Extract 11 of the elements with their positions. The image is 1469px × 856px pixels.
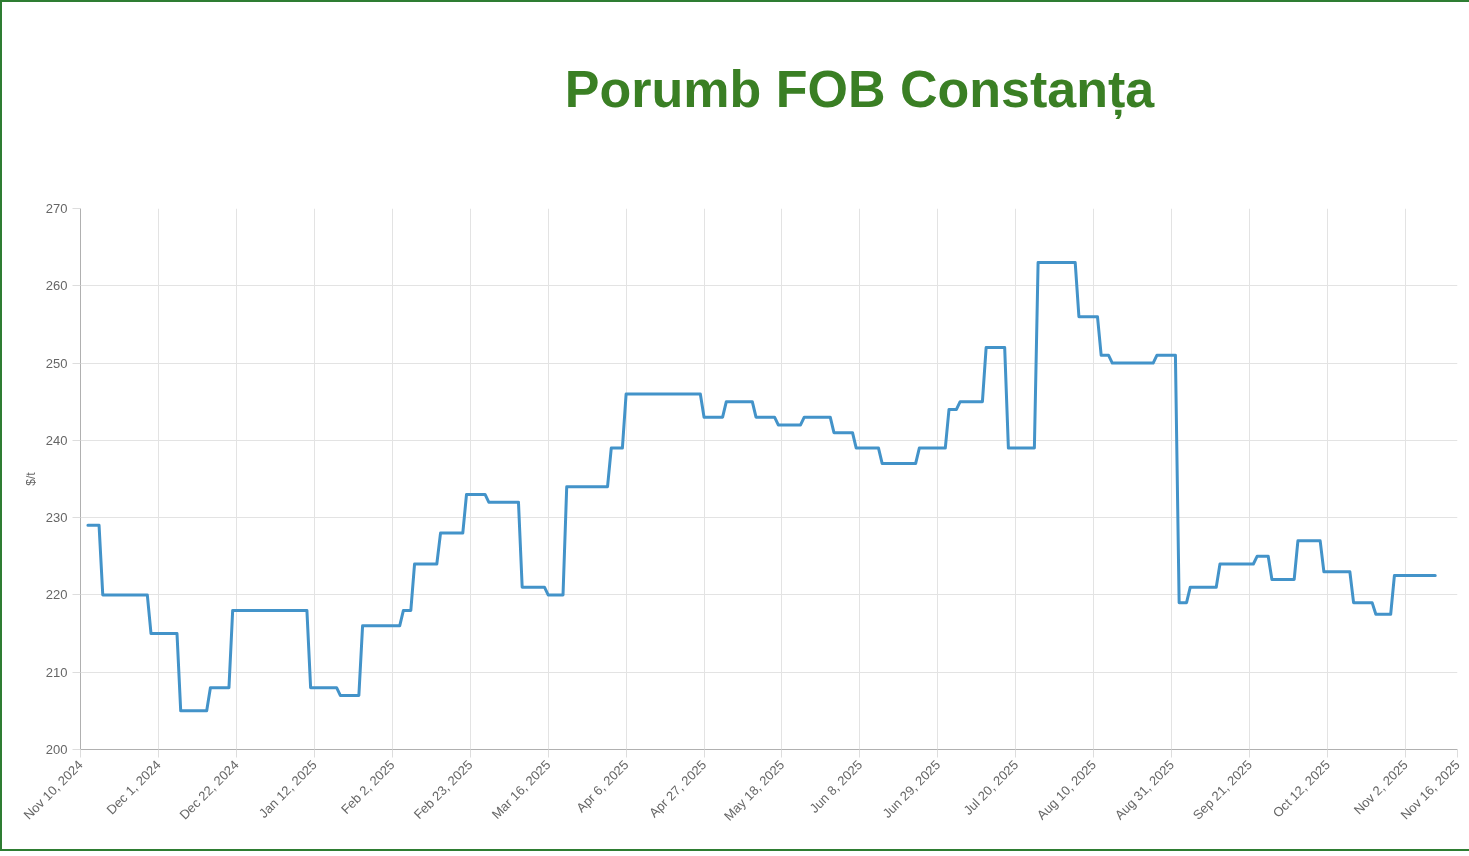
y-tick-label: 250 — [45, 355, 68, 371]
y-tick-label: 200 — [45, 742, 68, 757]
chart-title: Porumb FOB Constanța — [563, 59, 1156, 119]
y-tick-label: 240 — [45, 432, 68, 448]
y-tick-label: 260 — [45, 278, 68, 294]
line-series — [86, 261, 1437, 713]
y-tick-label: 230 — [45, 510, 68, 526]
y-tick-label: 220 — [45, 587, 68, 603]
y-tick-label: 270 — [45, 201, 68, 216]
y-tick-label: 210 — [45, 664, 68, 680]
y-axis-title: $/t — [23, 471, 38, 486]
